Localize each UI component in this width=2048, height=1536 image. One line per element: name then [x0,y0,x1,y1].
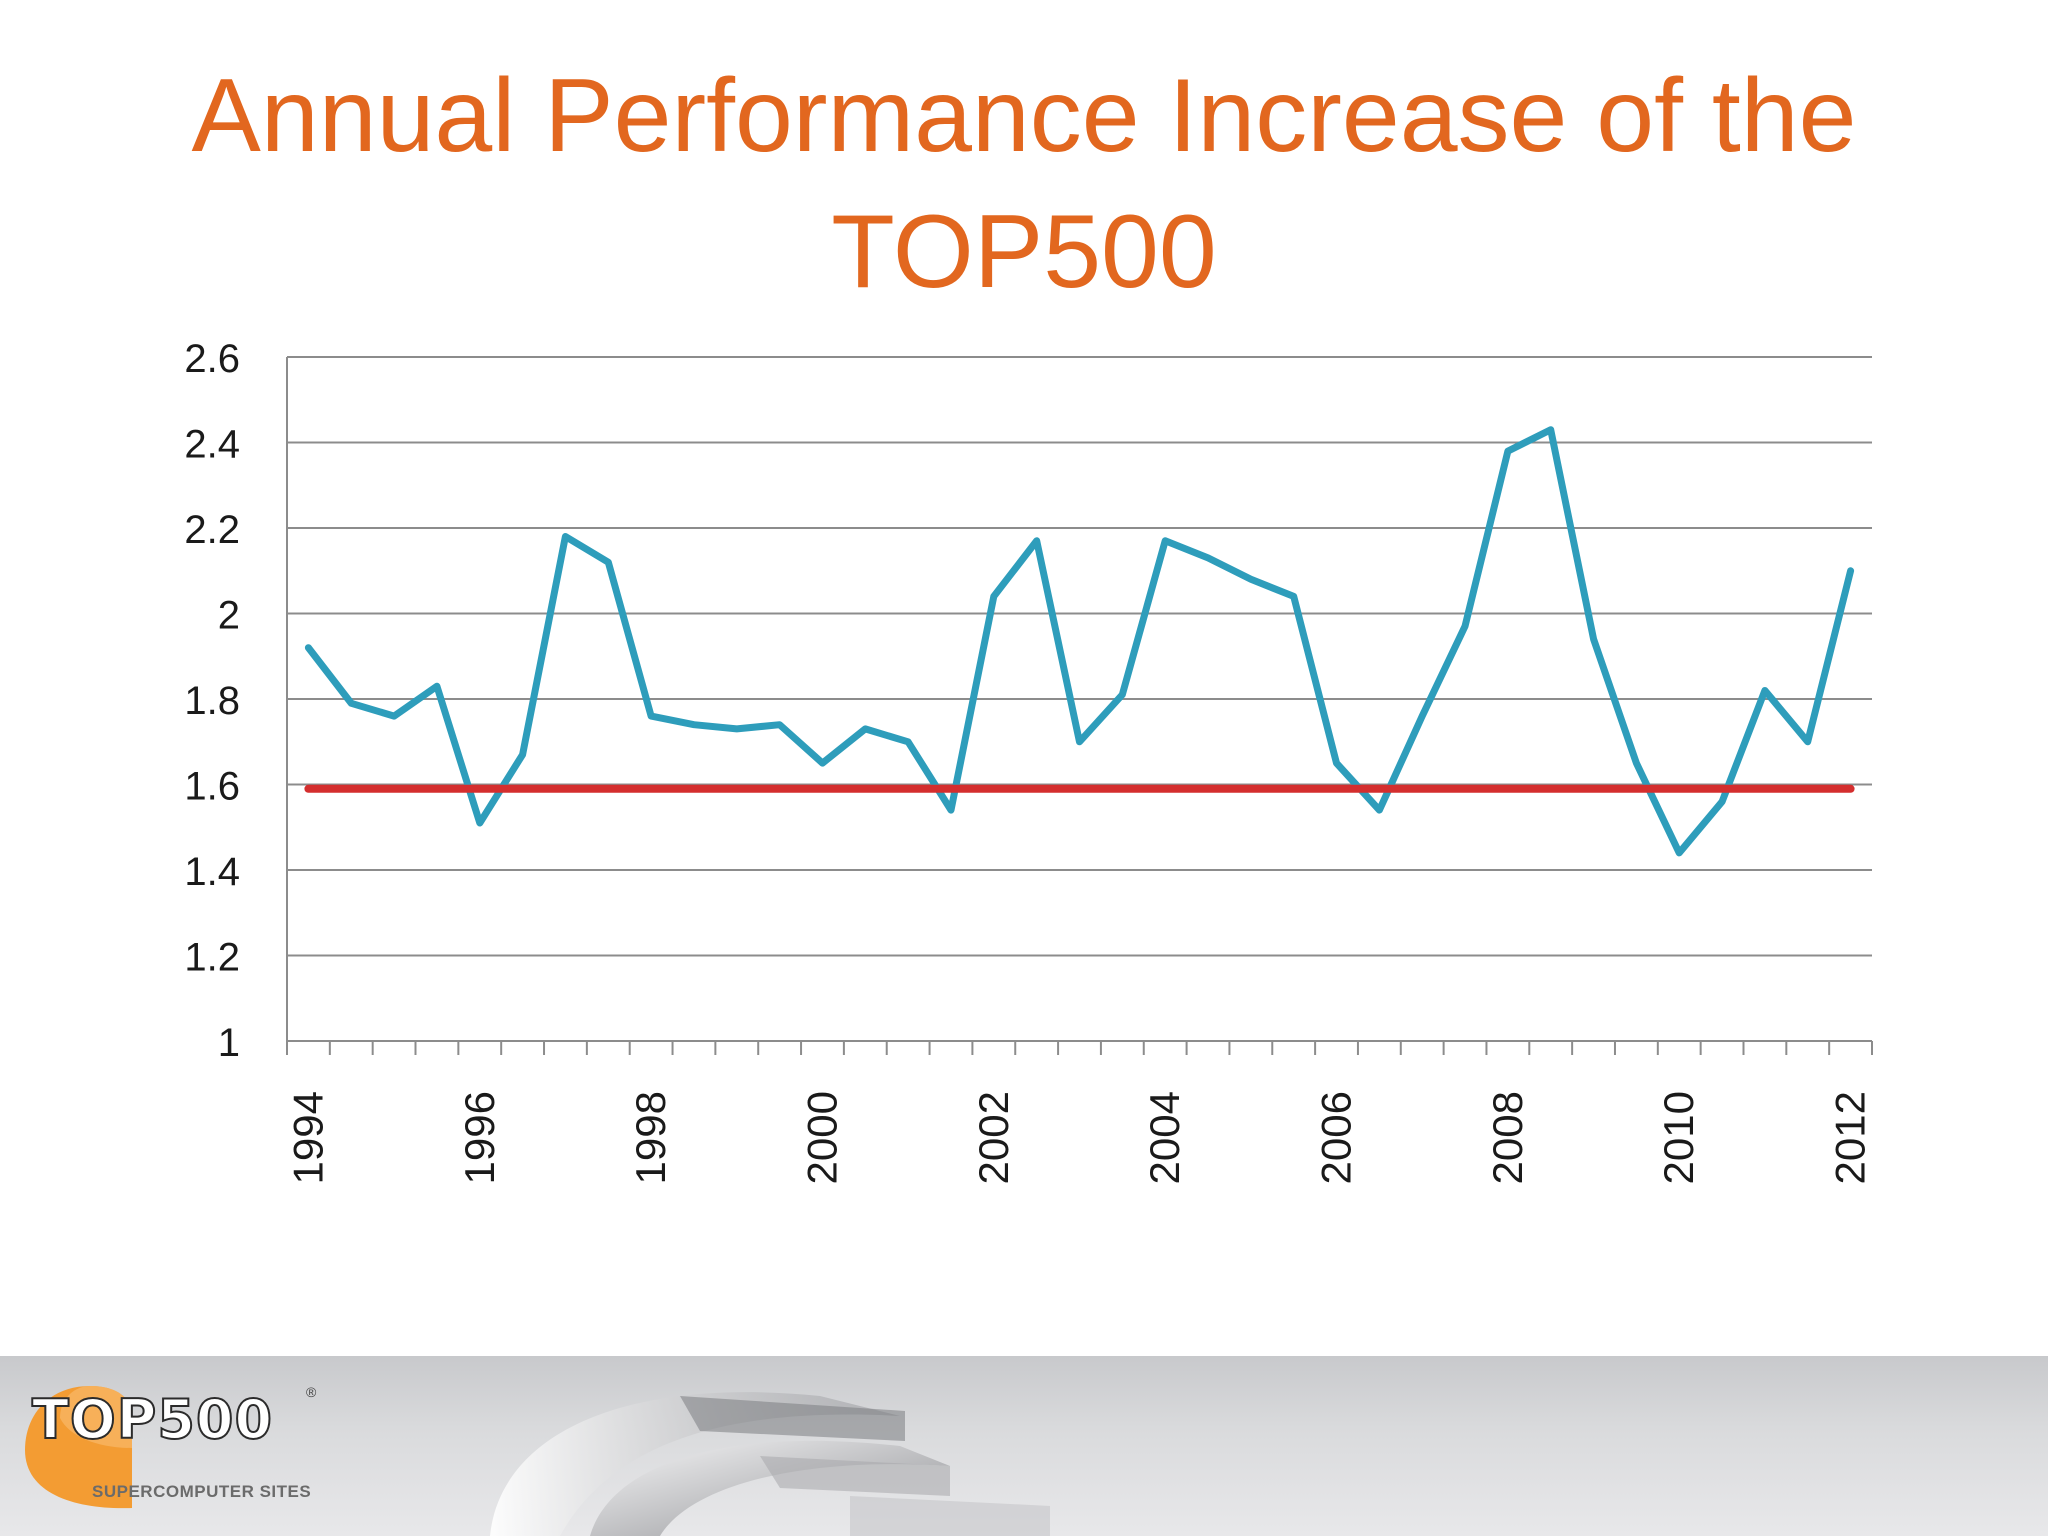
logo-wordmark: TOP500 [31,1387,274,1452]
y-tick-label-8: 2.6 [184,337,240,381]
logo-registered-mark: ® [306,1384,317,1400]
x-tick-label-2002: 2002 [970,1091,1017,1184]
x-tick-label-2000: 2000 [798,1091,845,1184]
y-tick-label-3: 1.6 [184,765,240,809]
x-tick-label-2008: 2008 [1484,1091,1531,1184]
x-tick-label-2004: 2004 [1141,1091,1188,1184]
x-tick-label-2010: 2010 [1655,1091,1702,1184]
footer-banner: TOP500 ® SUPERCOMPUTER SITES [0,1356,2048,1536]
line-chart: 1 1.2 1.4 1.6 1.8 2 2.2 2.4 2.6 1994 1996 1998 2000 2… [184,337,1874,1184]
logo-tagline: SUPERCOMPUTER SITES [92,1482,312,1501]
footer-swoosh-graphic [490,1392,1050,1536]
y-tick-label-0: 1 [218,1021,240,1065]
y-tick-label-5: 2 [218,594,240,638]
y-tick-label-2: 1.4 [184,850,240,894]
slide-title-line-2: TOP500 [831,194,1217,310]
y-tick-label-4: 1.8 [184,679,240,723]
y-tick-label-1: 1.2 [184,936,240,980]
slide-title-line-1: Annual Performance Increase of the [191,58,1857,174]
y-tick-label-7: 2.4 [184,423,240,467]
logo-500-text: 500 [156,1387,274,1452]
x-tick-label-1996: 1996 [456,1091,503,1184]
logo-orange-shape [25,1386,132,1509]
slide-title: Annual Performance Increase of the TOP50… [100,48,1948,320]
x-tick-label-1994: 1994 [284,1091,331,1184]
logo-top-text: TOP [31,1387,158,1452]
y-tick-label-6: 2.2 [184,508,240,552]
x-tick-label-2006: 2006 [1313,1091,1360,1184]
top500-logo: TOP500 ® SUPERCOMPUTER SITES [20,1378,350,1518]
x-tick-label-2012: 2012 [1827,1091,1874,1184]
x-tick-label-1998: 1998 [627,1091,674,1184]
